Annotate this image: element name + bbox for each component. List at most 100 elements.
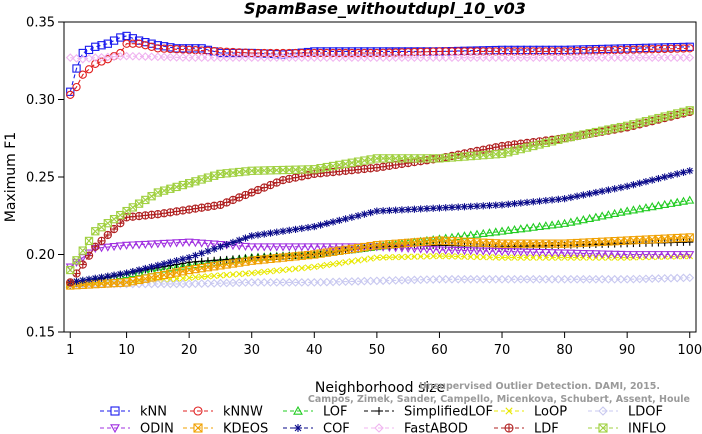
- point-lof: [672, 197, 682, 206]
- point-odin: [472, 247, 482, 256]
- point-knnw: [566, 47, 576, 56]
- point-simplifiedlof: [435, 241, 444, 249]
- point-lof: [503, 225, 513, 234]
- point-fastabod: [291, 53, 300, 63]
- point-fastabod: [278, 53, 288, 63]
- point-loop: [517, 254, 525, 261]
- point-knnw: [466, 47, 475, 56]
- point-ldf: [91, 242, 100, 251]
- point-cof: [679, 168, 688, 176]
- point-cof: [104, 272, 112, 280]
- point-ldof: [435, 274, 444, 284]
- legend-marker-simplifiedlof: [375, 407, 383, 415]
- legend-marker-knn: [110, 406, 120, 416]
- point-cof: [298, 224, 306, 233]
- point-odin: [128, 241, 138, 250]
- point-odin: [309, 243, 319, 252]
- point-knnw: [122, 39, 131, 48]
- point-ldof: [378, 276, 388, 286]
- point-ldf: [497, 141, 507, 151]
- point-fastabod: [535, 53, 544, 63]
- plot-frame: [63, 21, 697, 333]
- y-tick-label: 0.25: [26, 171, 55, 186]
- point-loop: [179, 274, 187, 282]
- point-knnw: [522, 47, 532, 56]
- point-cof: [341, 215, 350, 223]
- point-lof: [566, 217, 576, 226]
- point-ldof: [385, 276, 394, 285]
- point-odin: [622, 251, 632, 260]
- point-odin: [560, 249, 570, 258]
- point-cof: [542, 196, 550, 205]
- point-fastabod: [103, 52, 113, 62]
- point-ldof: [172, 279, 182, 289]
- point-knn: [66, 87, 75, 96]
- point-fastabod: [522, 53, 532, 63]
- point-ldof: [491, 274, 501, 284]
- point-ldof: [616, 274, 626, 284]
- point-loop: [311, 263, 318, 271]
- point-lof: [641, 203, 651, 212]
- point-knnw: [260, 48, 269, 58]
- point-odin: [140, 240, 150, 250]
- legend-item-simplifiedlof: SimplifiedLOF: [364, 405, 493, 420]
- point-loop: [273, 267, 281, 274]
- point-cof: [354, 212, 362, 220]
- legend-item-ldof: LDOF: [588, 405, 663, 420]
- point-lof: [572, 216, 582, 225]
- point-fastabod: [322, 53, 332, 63]
- point-cof: [667, 171, 675, 180]
- point-lof: [553, 219, 563, 228]
- y-tick-label: 0.30: [26, 93, 55, 108]
- point-ldof: [391, 276, 401, 285]
- point-lof: [522, 223, 532, 232]
- point-odin: [541, 249, 551, 258]
- point-cof: [285, 226, 293, 234]
- point-odin: [272, 243, 282, 252]
- point-cof: [467, 202, 475, 211]
- point-fastabod: [672, 53, 682, 63]
- point-loop: [536, 254, 543, 261]
- point-ldof: [253, 278, 263, 287]
- point-ldof: [566, 274, 576, 284]
- point-knnw: [153, 44, 163, 53]
- point-loop: [555, 254, 562, 261]
- point-cof: [661, 173, 669, 181]
- point-knnw: [510, 47, 519, 56]
- point-cof: [485, 201, 494, 210]
- point-ldof: [234, 278, 244, 288]
- point-ldof: [610, 274, 620, 284]
- point-ldof: [165, 279, 175, 289]
- point-loop: [442, 252, 449, 260]
- point-fastabod: [347, 53, 357, 63]
- point-ldof: [197, 279, 207, 289]
- point-cof: [423, 205, 431, 213]
- point-loop: [479, 253, 487, 261]
- point-odin: [591, 250, 601, 259]
- point-cof: [254, 231, 262, 239]
- point-inflo: [66, 265, 75, 275]
- legend-item-knnw: kNNW: [183, 405, 263, 420]
- point-ldof: [510, 274, 519, 284]
- series-knn: [66, 31, 694, 96]
- legend-item-ldf: LDF: [494, 422, 559, 434]
- point-fastabod: [460, 53, 469, 63]
- legend-marker-loop: [505, 407, 513, 415]
- point-fastabod: [497, 53, 507, 63]
- point-fastabod: [622, 53, 632, 63]
- point-knnw: [141, 41, 150, 50]
- point-fastabod: [65, 53, 75, 63]
- point-cof: [404, 205, 412, 214]
- point-ldof: [303, 278, 313, 287]
- point-loop: [429, 252, 437, 260]
- point-odin: [428, 246, 438, 255]
- point-ldof: [528, 274, 538, 284]
- point-fastabod: [453, 53, 463, 63]
- point-loop: [361, 256, 368, 263]
- series-cof: [66, 167, 694, 286]
- point-fastabod: [647, 53, 657, 63]
- point-knnw: [535, 47, 544, 56]
- point-knnw: [128, 39, 137, 48]
- point-loop: [448, 253, 456, 260]
- point-fastabod: [641, 53, 651, 63]
